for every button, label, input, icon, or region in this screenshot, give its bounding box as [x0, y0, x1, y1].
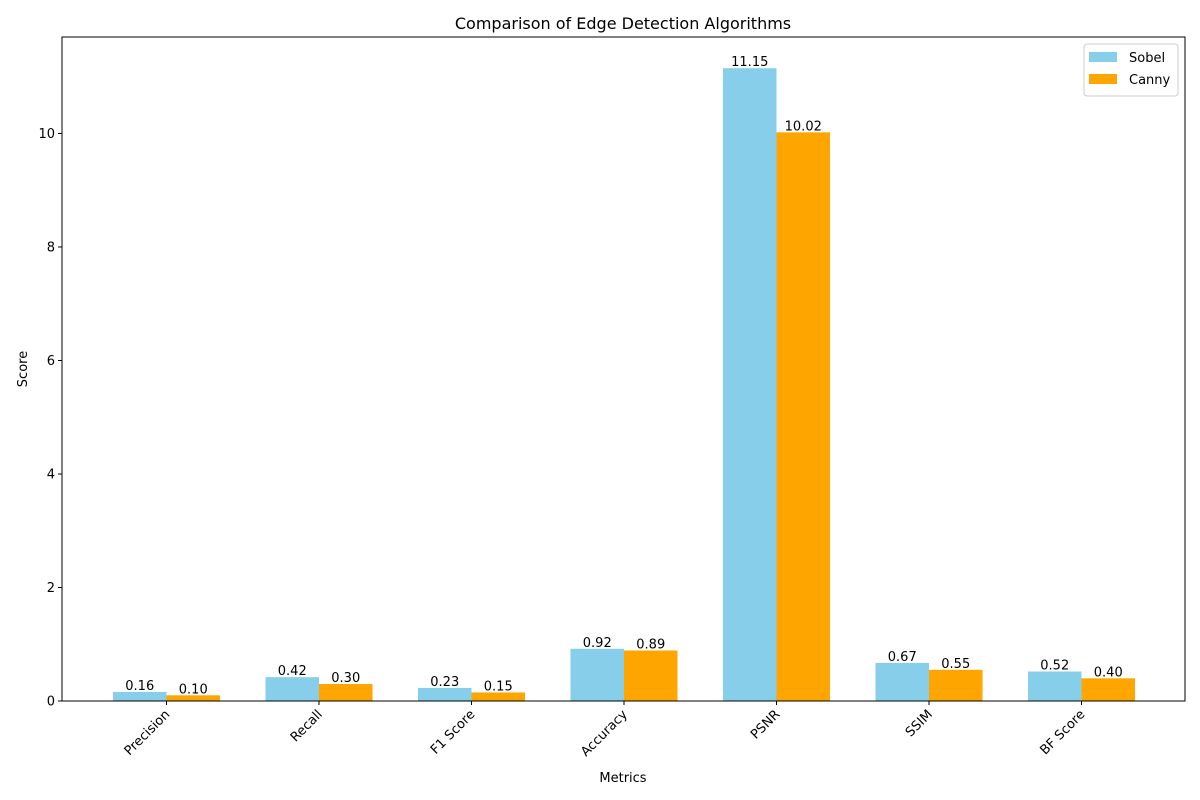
bar-sobel-4 [723, 68, 777, 701]
x-tick-label-6: BF Score [1037, 707, 1088, 758]
bar-label-sobel-0: 0.16 [125, 679, 154, 694]
x-tick-label-3: Accuracy [578, 707, 631, 760]
x-tick-label-2: F1 Score [428, 707, 478, 757]
bar-sobel-6 [1028, 671, 1082, 701]
y-tick-label-3: 6 [47, 354, 55, 369]
bar-label-sobel-5: 0.67 [888, 650, 917, 665]
bar-label-canny-3: 0.89 [636, 637, 665, 652]
bar-canny-6 [1081, 678, 1135, 701]
bar-label-sobel-4: 11.15 [731, 55, 768, 70]
bar-label-canny-6: 0.40 [1094, 665, 1123, 680]
bar-label-sobel-2: 0.23 [430, 675, 459, 690]
bar-canny-5 [929, 669, 983, 701]
y-tick-label-2: 4 [47, 467, 55, 482]
legend-swatch-sobel [1089, 52, 1117, 62]
bar-label-canny-0: 0.10 [179, 682, 208, 697]
x-tick-label-5: SSIM [903, 707, 936, 740]
bar-label-canny-2: 0.15 [484, 679, 513, 694]
bar-label-canny-1: 0.30 [331, 671, 360, 686]
bar-label-sobel-3: 0.92 [583, 636, 612, 651]
bar-sobel-1 [265, 677, 319, 701]
bar-sobel-2 [418, 687, 472, 701]
legend-swatch-canny [1089, 74, 1117, 84]
y-tick-label-1: 2 [47, 581, 55, 596]
bar-canny-4 [776, 132, 830, 702]
y-tick-label-4: 8 [47, 240, 55, 255]
legend-label-canny: Canny [1129, 73, 1171, 88]
x-axis: Precision Recall F1 Score Accuracy PSNR SSIM B… [122, 701, 1088, 760]
plot-frame [61, 36, 1186, 702]
legend: Sobel Canny [1083, 43, 1179, 97]
plot-area: 0.16 0.10 0.42 0.30 0.23 0.15 0.92 0.89 11.15 10.… [113, 55, 1135, 702]
bar-canny-2 [471, 692, 525, 701]
y-tick-label-0: 0 [47, 695, 55, 710]
x-tick-label-0: Precision [122, 707, 174, 759]
bar-sobel-3 [570, 648, 624, 701]
bar-canny-0 [166, 695, 220, 701]
bar-label-canny-5: 0.55 [941, 657, 970, 672]
bar-sobel-0 [113, 691, 167, 701]
bar-label-sobel-1: 0.42 [278, 664, 307, 679]
y-axis: 0 2 4 6 8 10 [38, 127, 62, 710]
y-tick-label-5: 10 [38, 127, 55, 142]
bar-label-canny-4: 10.02 [785, 119, 822, 134]
chart-title: Comparison of Edge Detection Algorithms [455, 14, 791, 33]
x-axis-label: Metrics [599, 771, 646, 786]
y-axis-label: Score [16, 351, 31, 387]
legend-label-sobel: Sobel [1129, 51, 1165, 66]
bar-canny-1 [319, 683, 373, 701]
bar-canny-3 [624, 650, 678, 701]
x-tick-label-1: Recall [288, 707, 326, 745]
bar-label-sobel-6: 0.52 [1040, 658, 1069, 673]
bar-sobel-5 [875, 662, 929, 701]
x-tick-label-4: PSNR [748, 707, 783, 742]
